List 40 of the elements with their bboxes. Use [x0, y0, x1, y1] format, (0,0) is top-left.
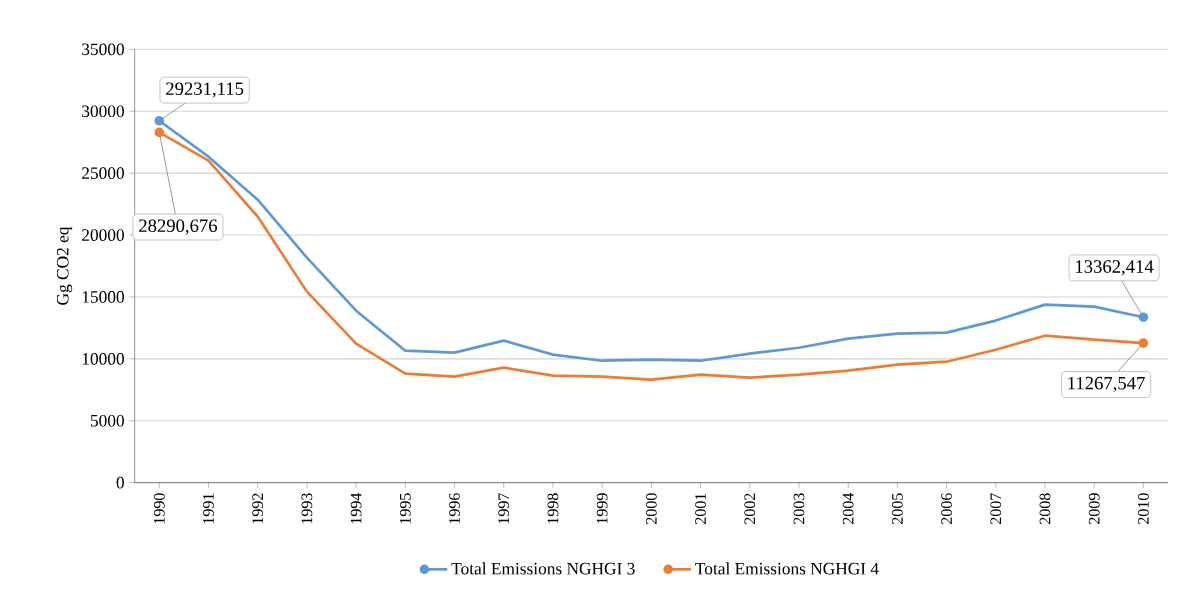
data-label: 11267,547	[1068, 376, 1145, 393]
data-label: 28290,676	[139, 219, 218, 235]
legend-label: Total Emissions NGHGI 4	[695, 562, 879, 575]
x-tick-label: 1993	[301, 493, 313, 524]
point	[1138, 338, 1149, 348]
x-tick-label: 2003	[793, 493, 805, 524]
x-tick-label: 2001	[695, 493, 706, 524]
x-tick-label: 2006	[941, 493, 952, 524]
x-tick-label: 2000	[645, 493, 657, 524]
x-tick-label: 1992	[252, 493, 264, 524]
x-tick-label: 1996	[449, 493, 460, 524]
legend-label: Total Emissions NGHGI 3	[451, 562, 635, 575]
y-tick-label: 0	[116, 476, 124, 489]
x-tick-label: 1999	[596, 493, 608, 524]
x-tick-label: 2002	[744, 493, 756, 524]
y-tick-label: 20000	[82, 229, 124, 241]
y-tick-label: 15000	[82, 291, 124, 303]
x-tick-label: 1990	[153, 493, 165, 524]
x-tick-label: 2009	[1088, 493, 1100, 524]
data-label: 13362,414	[1076, 260, 1154, 276]
x-tick-label: 1998	[547, 493, 559, 524]
x-tick-label: 2004	[842, 492, 854, 524]
point	[1138, 312, 1149, 323]
y-tick-label: 30000	[82, 105, 124, 118]
x-tick-label: 2008	[1039, 493, 1051, 524]
point	[154, 115, 165, 126]
x-tick-label: 2010	[1137, 493, 1149, 524]
y-tick-label: 35000	[82, 43, 124, 56]
x-tick-label: 1991	[203, 493, 214, 524]
x-tick-label: 2007	[990, 493, 1002, 524]
x-tick-label: 1994	[350, 492, 362, 524]
x-tick-label: 2005	[891, 493, 903, 524]
x-tick-label: 1995	[399, 493, 411, 524]
x-tick-label: 1997	[498, 493, 510, 524]
y-axis-title: Gg CO2 eq	[56, 226, 73, 305]
point	[154, 127, 165, 138]
data-label: 29231,115	[166, 82, 244, 98]
y-tick-label: 5000	[90, 414, 124, 427]
y-tick-label: 10000	[82, 353, 124, 365]
y-tick-label: 25000	[82, 167, 124, 179]
